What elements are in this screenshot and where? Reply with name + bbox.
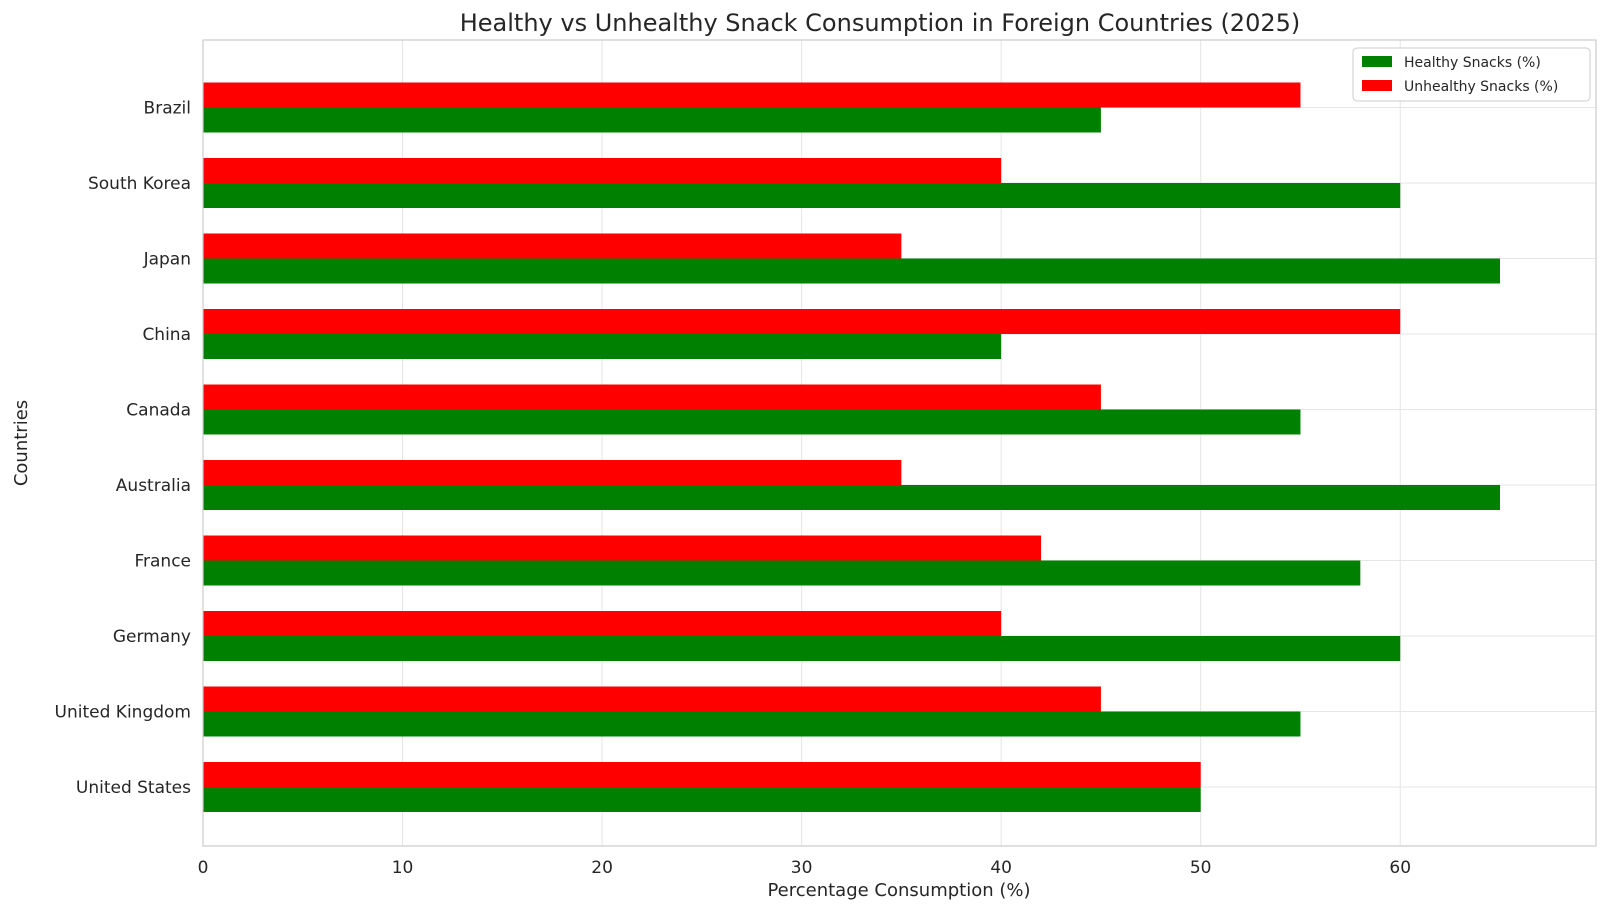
y-tick-label: Japan [143, 250, 191, 270]
legend-swatch-healthy [1362, 56, 1392, 67]
y-tick-label: China [142, 325, 191, 345]
legend-label-healthy: Healthy Snacks (%) [1404, 55, 1541, 71]
legend-swatch-unhealthy [1362, 80, 1392, 91]
bar-healthy [203, 787, 1201, 812]
y-tick-label: South Korea [88, 174, 191, 194]
bar-unhealthy [203, 158, 1002, 183]
x-tick-label: 10 [392, 858, 414, 878]
y-tick-label: United Kingdom [55, 703, 191, 723]
bar-unhealthy [203, 233, 902, 259]
x-tick-label: 20 [591, 858, 613, 878]
y-tick-labels: United States United Kingdom Germany France… [55, 99, 192, 799]
bar-unhealthy [203, 309, 1401, 334]
bar-unhealthy [203, 686, 1101, 712]
bar-healthy [203, 636, 1401, 661]
bar-unhealthy [203, 762, 1201, 787]
plot-frame [202, 39, 1597, 847]
bar-healthy [203, 711, 1301, 737]
bar-healthy [203, 560, 1361, 586]
bar-unhealthy [203, 82, 1301, 108]
x-tick-label: 40 [990, 858, 1012, 878]
legend-label-unhealthy: Unhealthy Snacks (%) [1404, 79, 1558, 95]
y-tick-label: Germany [113, 627, 191, 647]
bar-healthy [203, 107, 1101, 133]
y-tick-label: Brazil [144, 99, 191, 119]
y-axis-label: Countries [11, 400, 32, 486]
x-tick-label: 30 [791, 858, 813, 878]
x-tick-label: 50 [1190, 858, 1212, 878]
x-axis-label: Percentage Consumption (%) [767, 880, 1030, 901]
bar-healthy [203, 183, 1401, 208]
bar-unhealthy [203, 460, 902, 485]
y-tick-label: United States [76, 778, 191, 798]
bar-healthy [203, 334, 1002, 359]
x-tick-labels: 0 10 20 30 40 50 60 [198, 858, 1411, 878]
bar-unhealthy [203, 384, 1101, 410]
chart-title: Healthy vs Unhealthy Snack Consumption i… [460, 9, 1301, 37]
legend-box [1352, 47, 1591, 102]
x-tick-label: 60 [1389, 858, 1411, 878]
y-tick-label: France [134, 552, 191, 572]
bars [203, 82, 1500, 812]
bar-healthy [203, 409, 1301, 435]
bar-healthy [203, 485, 1500, 510]
bar-unhealthy [203, 611, 1002, 636]
legend: Healthy Snacks (%) Unhealthy Snacks (%) [1352, 47, 1591, 102]
y-tick-label: Australia [116, 476, 191, 496]
x-tick-label: 0 [198, 858, 209, 878]
bar-unhealthy [203, 535, 1042, 561]
y-tick-label: Canada [126, 401, 191, 421]
bar-healthy [203, 258, 1500, 284]
